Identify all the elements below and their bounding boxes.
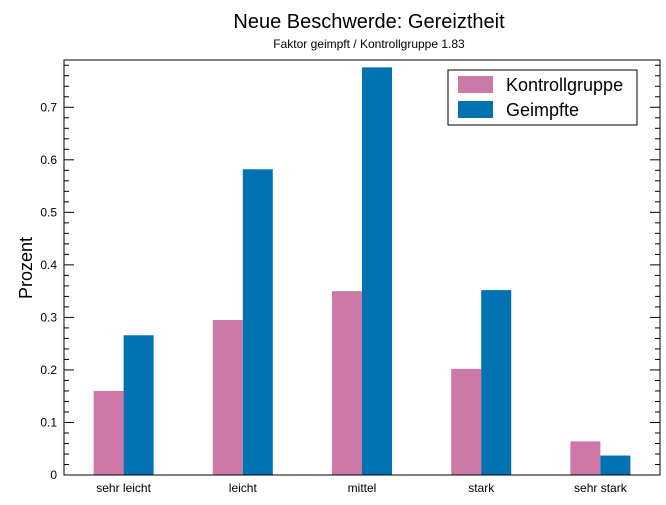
bar-kontrollgruppe-mittel <box>332 291 362 475</box>
ticks-layer: sehr leicht leicht mittel stark sehr stark 0 0… <box>40 64 660 495</box>
legend-swatch-geimpfte <box>458 101 493 118</box>
x-tick-label-sehr-leicht: sehr leicht <box>96 481 151 495</box>
y-tick-label: 0 <box>50 468 57 482</box>
y-tick-label: 0.4 <box>40 258 57 272</box>
bar-kontrollgruppe-stark <box>451 368 482 475</box>
chart-subtitle: Faktor geimpft / Kontrollgruppe 1.83 <box>273 37 465 51</box>
y-tick-label: 0.6 <box>40 153 57 167</box>
legend-label-kontrollgruppe: Kontrollgruppe <box>506 75 623 95</box>
y-tick-label: 0.7 <box>40 100 57 114</box>
y-tick-label: 0.5 <box>40 205 57 219</box>
bar-kontrollgruppe-leicht <box>212 320 243 475</box>
bar-geimpfte-leicht <box>242 169 273 476</box>
bar-kontrollgruppe-sehr-leicht <box>93 390 124 475</box>
y-tick-label: 0.3 <box>40 310 57 324</box>
legend: Kontrollgruppe Geimpfte <box>447 69 638 126</box>
bar-geimpfte-stark <box>481 290 512 475</box>
x-tick-label-stark: stark <box>468 481 495 495</box>
y-tick-label: 0.1 <box>40 415 57 429</box>
x-tick-label-sehr-stark: sehr stark <box>574 481 628 495</box>
bar-geimpfte-sehr-leicht <box>123 335 154 475</box>
legend-swatch-kontrollgruppe <box>458 76 493 93</box>
x-tick-label-mittel: mittel <box>348 481 377 495</box>
y-tick-label: 0.2 <box>40 363 57 377</box>
y-axis-label: Prozent <box>16 237 36 299</box>
plot-frame <box>63 59 661 476</box>
legend-label-geimpfte: Geimpfte <box>506 100 579 120</box>
x-tick-label-leicht: leicht <box>229 481 258 495</box>
bar-kontrollgruppe-sehr-stark <box>570 441 601 475</box>
chart-title: Neue Beschwerde: Gereiztheit <box>233 11 505 33</box>
bars-layer <box>93 67 631 476</box>
bar-geimpfte-mittel <box>362 67 392 475</box>
bar-geimpfte-sehr-stark <box>600 455 631 475</box>
